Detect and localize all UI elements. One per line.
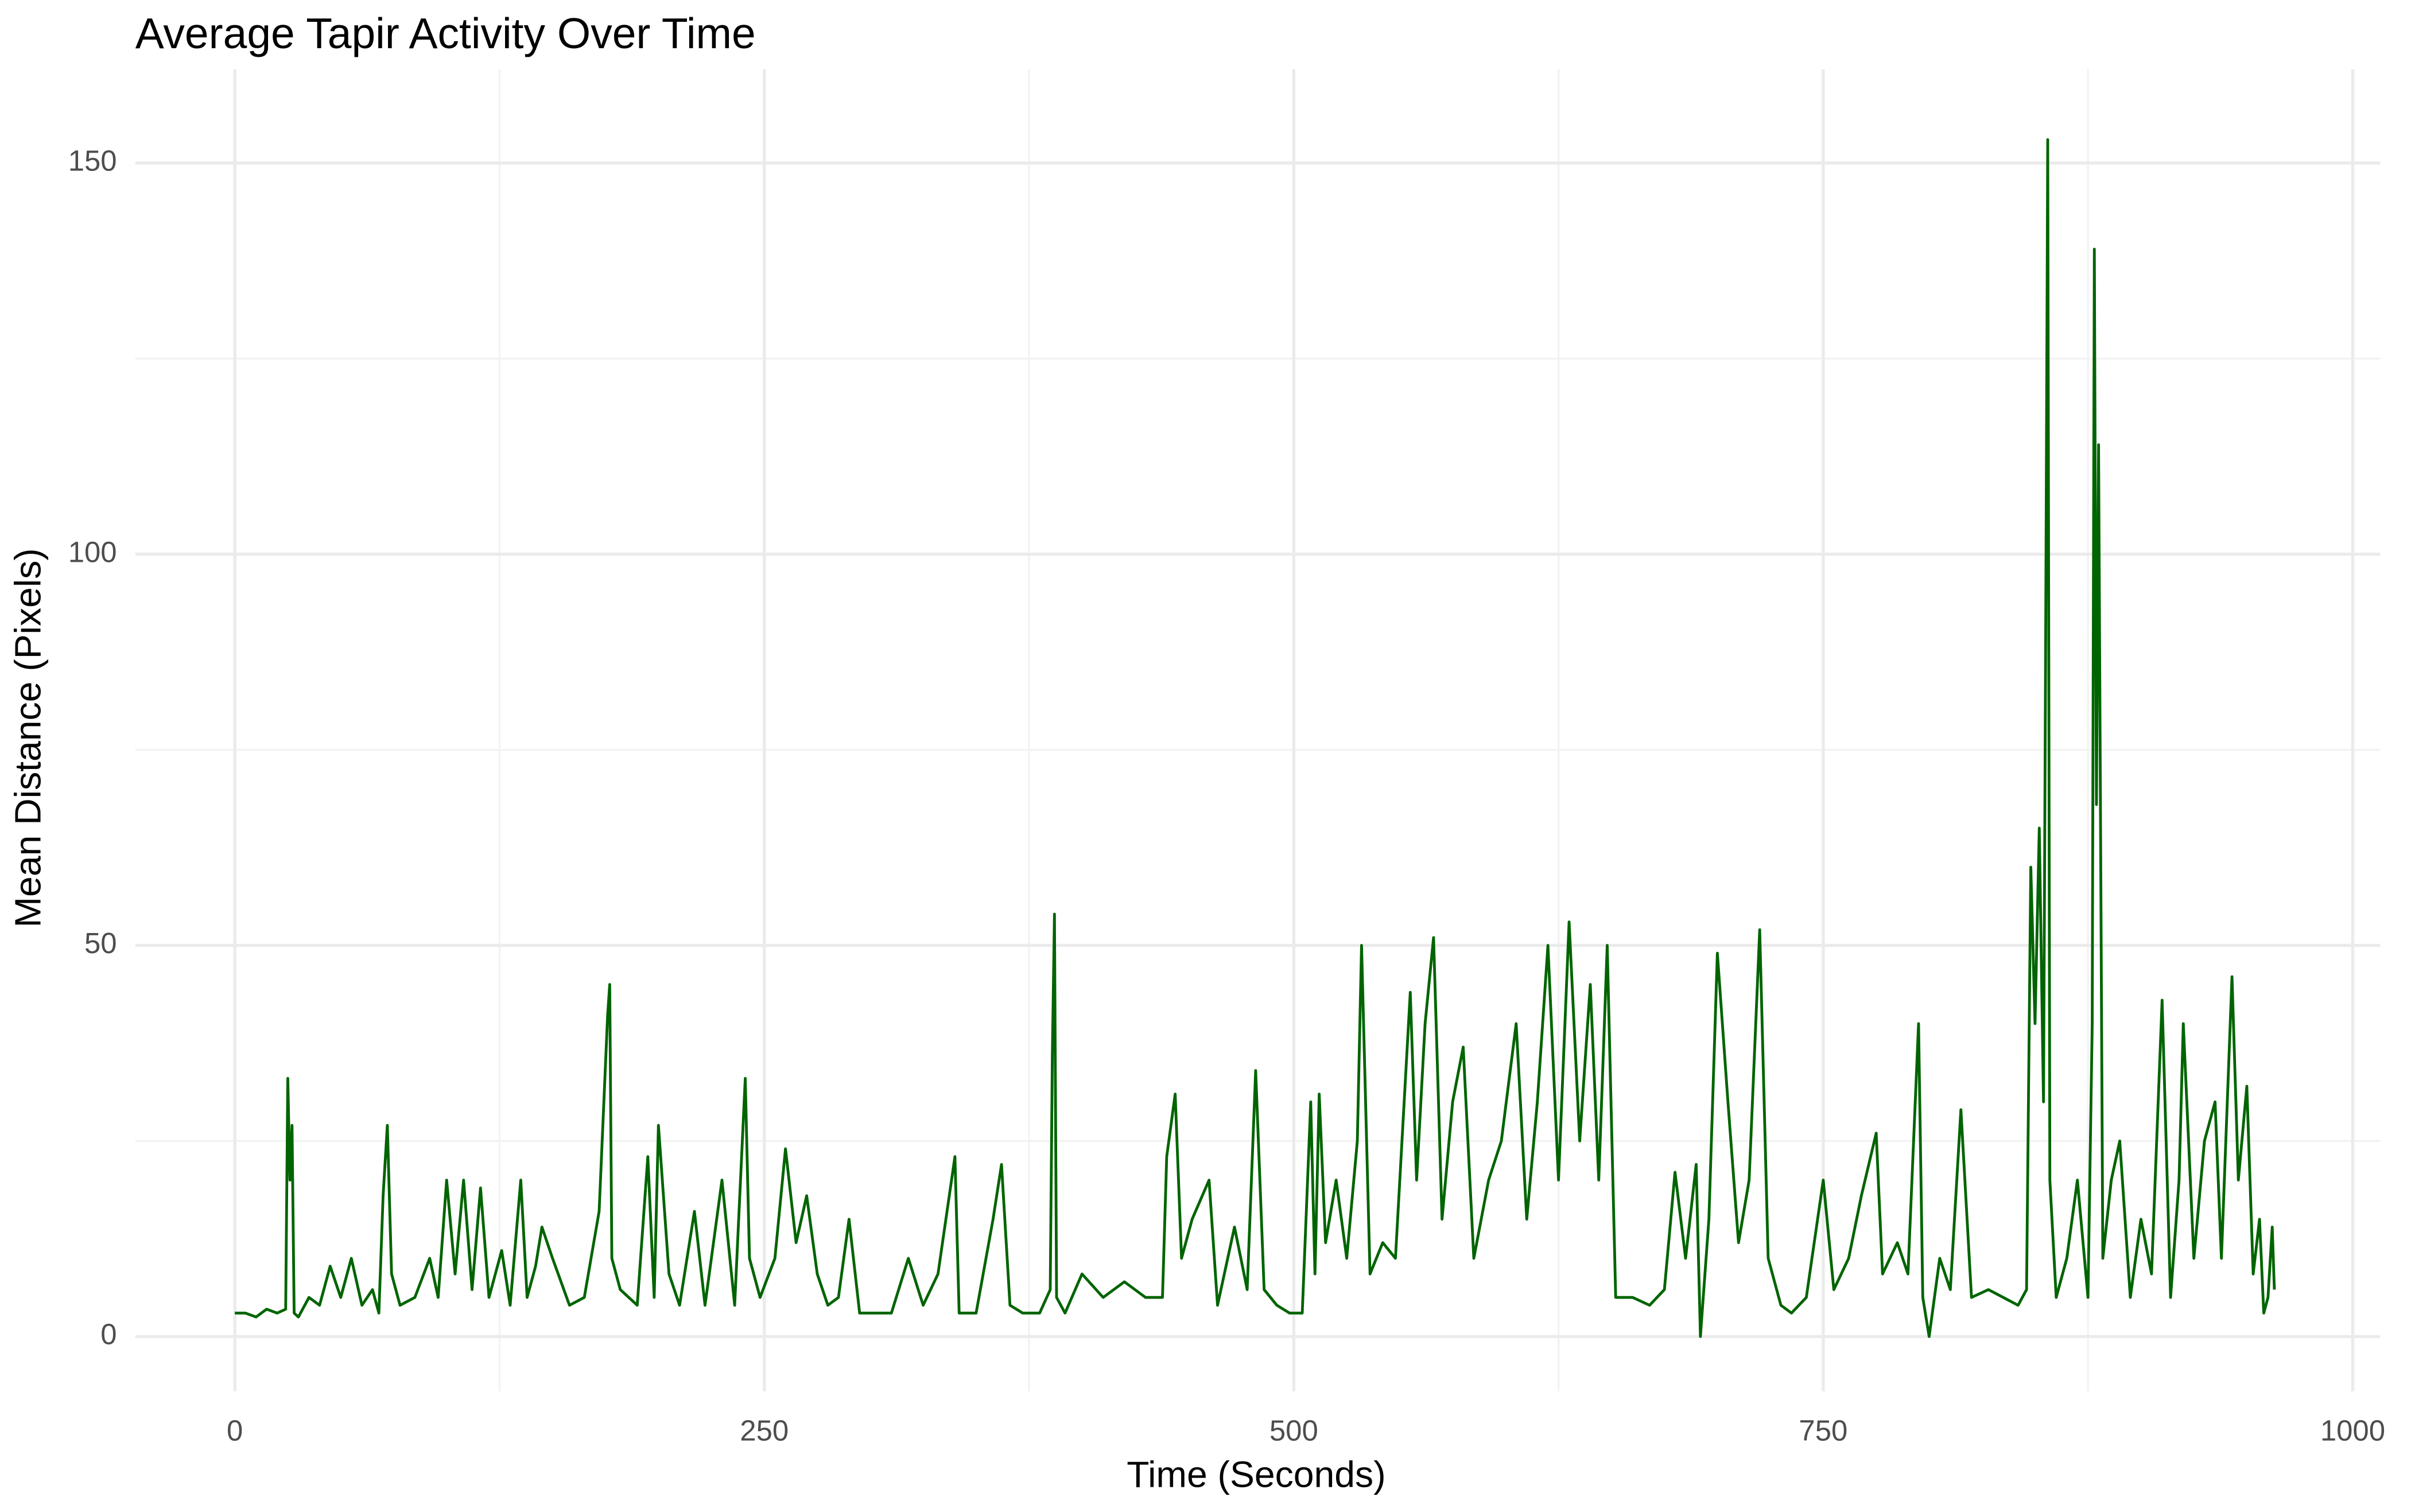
x-tick-label: 0 <box>227 1414 243 1447</box>
x-tick-label: 750 <box>1799 1414 1847 1447</box>
y-tick-label: 50 <box>84 927 117 959</box>
x-tick-label: 1000 <box>2320 1414 2385 1447</box>
grid <box>135 69 2381 1391</box>
y-tick-label: 150 <box>68 145 117 177</box>
y-axis-title: Mean Distance (Pixels) <box>7 548 49 927</box>
x-axis-title: Time (Seconds) <box>1127 1454 1385 1495</box>
y-tick-label: 0 <box>100 1318 117 1351</box>
chart-title: Average Tapir Activity Over Time <box>135 9 756 57</box>
data-line <box>235 138 2276 1338</box>
y-tick-label: 100 <box>68 535 117 568</box>
x-tick-label: 500 <box>1269 1414 1318 1447</box>
plot-area <box>235 138 2276 1338</box>
x-tick-label: 250 <box>740 1414 789 1447</box>
